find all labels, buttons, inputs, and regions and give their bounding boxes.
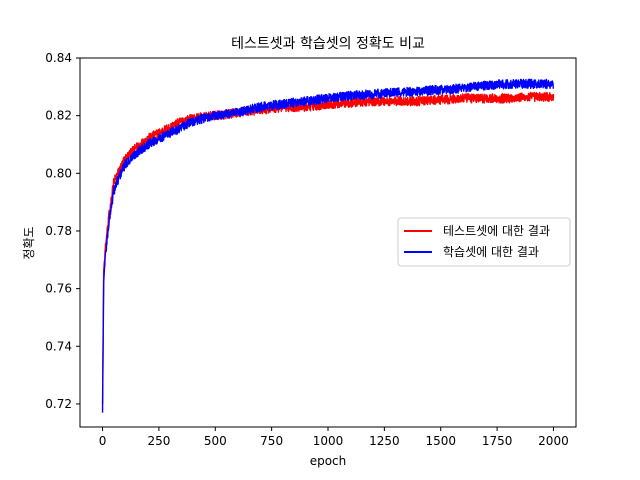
- x-tick-label: 500: [204, 434, 227, 448]
- x-tick-label: 0: [99, 434, 107, 448]
- x-tick-label: 250: [147, 434, 170, 448]
- x-tick-label: 1500: [425, 434, 456, 448]
- y-tick-label: 0.74: [45, 339, 72, 353]
- y-tick-label: 0.78: [45, 224, 72, 238]
- legend-entry-train: 학습셋에 대한 결과: [443, 245, 539, 259]
- x-tick-label: 1000: [313, 434, 344, 448]
- legend: 테스트셋에 대한 결과 학습셋에 대한 결과: [397, 217, 571, 267]
- x-axis-label: epoch: [310, 454, 347, 468]
- x-tick-label: 2000: [538, 434, 569, 448]
- x-axis: 0 250 500 750 1000 1250 1500 1750 2000: [99, 427, 569, 448]
- x-tick-label: 1250: [369, 434, 400, 448]
- y-axis-label: 정확도: [22, 226, 36, 259]
- y-tick-label: 0.76: [45, 282, 72, 296]
- series-layer: [101, 78, 555, 413]
- y-tick-label: 0.84: [45, 51, 72, 65]
- y-tick-label: 0.72: [45, 397, 72, 411]
- chart-title: 테스트셋과 학습셋의 정확도 비교: [231, 36, 425, 52]
- legend-box: [397, 217, 571, 267]
- x-tick-label: 1750: [482, 434, 513, 448]
- x-tick-label: 750: [260, 434, 283, 448]
- y-tick-label: 0.80: [45, 166, 72, 180]
- series-line-train: [101, 78, 555, 413]
- legend-entry-test: 테스트셋에 대한 결과: [443, 224, 550, 238]
- y-tick-label: 0.82: [45, 109, 72, 123]
- y-axis: 0.72 0.74 0.76 0.78 0.80 0.82 0.84: [45, 51, 80, 411]
